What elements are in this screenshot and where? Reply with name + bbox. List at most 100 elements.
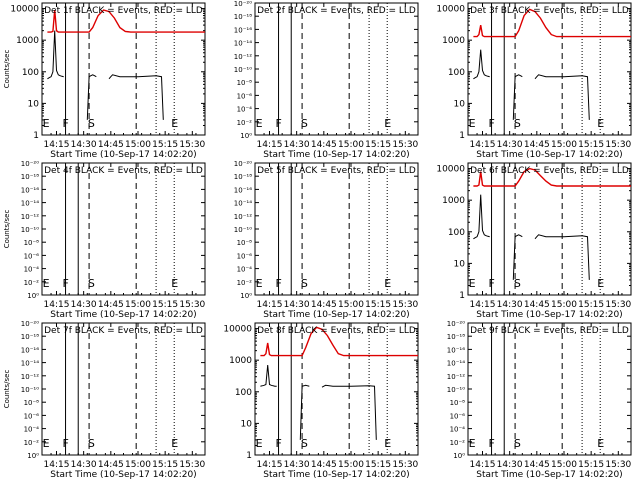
y-tick-label: 10⁻² [450, 439, 466, 447]
y-tick-label: 10⁻⁸ [237, 79, 253, 87]
phase-marker-label: S [301, 117, 308, 130]
phase-marker-label: E [384, 277, 391, 290]
phase-marker-label: F [276, 117, 282, 130]
detector-panel-8: 1 10 100 1000 10000 14:15 14:30 14:45 15:00 15:15… [223, 322, 419, 480]
x-tick-label: 14:15 [257, 300, 283, 310]
x-axis-label: Start Time (10-Sep-17 14:02:20) [476, 150, 622, 160]
phase-marker-label: F [489, 117, 495, 130]
x-tick-label: 15:15 [152, 460, 178, 470]
x-tick-label: 14:30 [284, 300, 310, 310]
y-axis-label: Counts/sec [3, 370, 11, 409]
phase-marker-label: E [384, 117, 391, 130]
y-tick-label: 10⁻¹⁰ [234, 66, 252, 74]
y-tick-label: 1000 [442, 196, 465, 206]
phase-marker-label: E [469, 277, 476, 290]
y-tick-label: 10⁻¹² [21, 213, 39, 221]
y-tick-label: 10⁻² [237, 279, 253, 287]
y-tick-label: 10⁻¹⁴ [234, 40, 252, 48]
plot-frame [467, 2, 632, 136]
plot-frame [254, 162, 419, 296]
detector-panel-6: 1 10 100 1000 10000 14:15 14:30 14:45 15:00 15:15… [436, 162, 632, 320]
x-tick-label: 15:00 [125, 460, 151, 470]
x-tick-label: 15:00 [551, 460, 577, 470]
x-tick-label: 15:15 [365, 140, 391, 150]
y-tick-label: 10⁻¹⁸ [234, 13, 252, 21]
y-tick-label: 10⁻¹⁰ [21, 226, 39, 234]
x-tick-label: 15:30 [179, 300, 205, 310]
y-tick-label: 100 [22, 68, 39, 78]
panel-title: Det 3f BLACK = Events, RED = LLD [470, 6, 629, 16]
x-tick-label: 14:15 [470, 460, 496, 470]
y-tick-label: 1000 [442, 36, 465, 46]
x-axis-label: Start Time (10-Sep-17 14:02:20) [50, 310, 196, 320]
x-tick-label: 15:00 [551, 300, 577, 310]
x-axis-label: Start Time (10-Sep-17 14:02:20) [263, 150, 409, 160]
y-tick-label: 10⁰ [27, 292, 39, 300]
y-tick-label: 10⁻⁸ [450, 399, 466, 407]
events-series-line [260, 365, 277, 387]
plot-frame [254, 2, 419, 136]
y-tick-label: 10⁻¹² [234, 53, 252, 61]
y-tick-label: 10⁻² [24, 279, 40, 287]
x-tick-label: 14:45 [311, 300, 337, 310]
x-tick-label: 15:00 [338, 300, 364, 310]
phase-marker-label: E [256, 277, 263, 290]
y-tick-label: 10⁰ [453, 452, 465, 460]
y-tick-label: 1 [33, 131, 39, 141]
x-tick-label: 15:15 [152, 300, 178, 310]
x-tick-label: 14:30 [497, 300, 523, 310]
x-tick-label: 15:15 [365, 460, 391, 470]
detector-panel-5: 10⁰ 10⁻² 10⁻⁴ 10⁻⁶ 10⁻⁸ 10⁻¹⁰ 10⁻¹² 10⁻¹⁴ 10⁻¹⁶ 1… [234, 160, 419, 320]
x-tick-label: 14:30 [71, 300, 97, 310]
x-tick-label: 15:15 [578, 300, 604, 310]
x-tick-label: 15:00 [125, 140, 151, 150]
phase-marker-label: F [63, 437, 69, 450]
events-series-line [534, 74, 590, 120]
y-tick-label: 10⁻²⁰ [447, 320, 465, 328]
phase-marker-label: E [43, 117, 50, 130]
panel-title: Det 7f BLACK = Events, RED = LLD [44, 326, 203, 336]
plot-frame [467, 162, 632, 296]
x-tick-label: 14:45 [98, 460, 124, 470]
x-tick-label: 14:15 [470, 300, 496, 310]
x-tick-label: 14:45 [311, 140, 337, 150]
x-tick-label: 15:00 [125, 300, 151, 310]
plot-frame [254, 322, 419, 456]
x-tick-label: 14:30 [284, 140, 310, 150]
y-tick-label: 10⁻¹⁴ [447, 360, 465, 368]
detector-panel-1: 1 10 100 1000 10000 14:15 14:30 14:45 15:00 15:15… [3, 2, 206, 160]
y-tick-label: 1 [459, 291, 465, 301]
y-tick-label: 10⁻⁴ [450, 426, 466, 434]
detector-panel-7: 10⁰ 10⁻² 10⁻⁴ 10⁻⁶ 10⁻⁸ 10⁻¹⁰ 10⁻¹² 10⁻¹⁴ 10⁻¹⁶ 1… [3, 320, 206, 480]
y-tick-label: 10⁻¹⁸ [234, 173, 252, 181]
y-tick-label: 10000 [436, 165, 465, 175]
y-tick-label: 10⁰ [27, 452, 39, 460]
y-tick-label: 10⁻¹⁶ [21, 186, 39, 194]
phase-marker-label: E [597, 277, 604, 290]
x-tick-label: 14:30 [284, 460, 310, 470]
x-tick-label: 14:15 [257, 140, 283, 150]
x-tick-label: 14:45 [311, 460, 337, 470]
y-tick-label: 10⁻⁶ [24, 412, 40, 420]
x-tick-label: 15:30 [392, 140, 418, 150]
phase-marker-label: E [43, 277, 50, 290]
panel-title: Det 5f BLACK = Events, RED = LLD [257, 166, 416, 176]
y-tick-label: 10⁻¹⁰ [447, 386, 465, 394]
x-axis-label: Start Time (10-Sep-17 14:02:20) [50, 150, 196, 160]
x-tick-label: 15:00 [338, 460, 364, 470]
y-tick-label: 10 [241, 419, 253, 429]
y-tick-label: 10⁻¹⁶ [447, 346, 465, 354]
detector-panel-9: 10⁰ 10⁻² 10⁻⁴ 10⁻⁶ 10⁻⁸ 10⁻¹⁰ 10⁻¹² 10⁻¹⁴ 10⁻¹⁶ 1… [447, 320, 632, 480]
panel-title: Det 8f BLACK = Events, RED = LLD [257, 326, 416, 336]
y-tick-label: 10000 [436, 5, 465, 15]
y-tick-label: 10⁻²⁰ [21, 160, 39, 168]
y-tick-label: 10⁻¹² [447, 373, 465, 381]
phase-marker-label: E [256, 437, 263, 450]
y-tick-label: 10⁻⁴ [24, 426, 40, 434]
x-tick-label: 14:30 [71, 140, 97, 150]
x-tick-label: 15:15 [365, 300, 391, 310]
x-tick-label: 14:15 [470, 140, 496, 150]
phase-marker-label: S [514, 437, 521, 450]
x-tick-label: 14:15 [257, 460, 283, 470]
x-tick-label: 14:15 [44, 300, 70, 310]
